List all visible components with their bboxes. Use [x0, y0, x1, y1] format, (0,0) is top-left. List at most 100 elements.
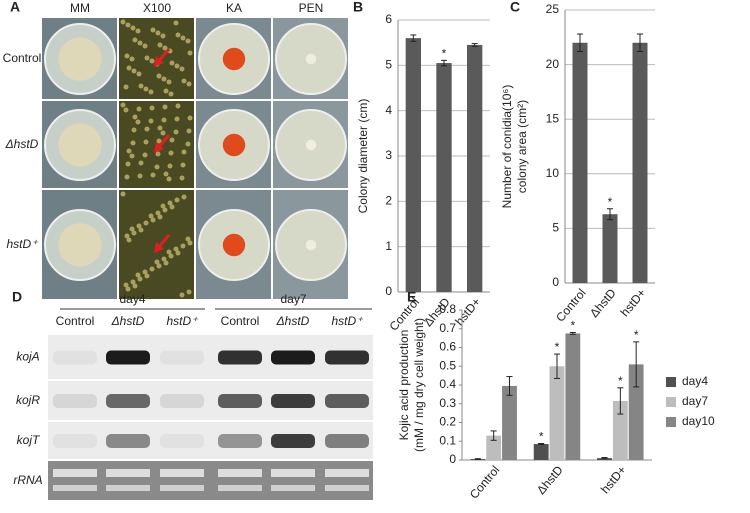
photo-detail: [149, 266, 155, 272]
y-tick-label: 0.4: [439, 377, 456, 391]
colony: [305, 139, 317, 151]
bar: [632, 42, 648, 284]
photo-detail: [181, 149, 187, 155]
x-tick-label: hstD+: [618, 286, 649, 319]
photo-detail: [162, 104, 168, 110]
photo-detail: [166, 79, 172, 85]
legend-swatch: [666, 377, 676, 387]
photo-detail: [129, 226, 135, 232]
bar: [602, 214, 618, 283]
photo-detail: [143, 220, 149, 226]
arrow-head: [154, 56, 164, 67]
y-tick-label: 10: [546, 166, 560, 180]
photo-detail: [132, 37, 138, 43]
photo-detail: [175, 103, 181, 109]
photo-detail: [168, 91, 174, 97]
panel-letter: C: [510, 0, 520, 15]
legend-swatch: [666, 397, 676, 407]
photo-detail: [157, 42, 163, 48]
photo-detail: [126, 148, 132, 154]
row-label: kojT: [17, 433, 41, 447]
photo-detail: [142, 269, 148, 275]
band: [160, 434, 204, 448]
photo-detail: [173, 129, 179, 135]
y-tick-label: 0.2: [439, 415, 456, 429]
photo-detail: [130, 25, 136, 31]
photo-detail: [144, 55, 150, 61]
blot: [48, 422, 373, 459]
y-tick-label: 5: [552, 221, 559, 235]
colony: [222, 47, 246, 71]
photo-detail: [156, 263, 162, 269]
column-header: MM: [70, 1, 90, 15]
colony: [222, 233, 246, 257]
photo-detail: [137, 276, 143, 282]
photo-detail: [123, 282, 129, 288]
y-tick-label: 4: [385, 103, 392, 117]
significance-star: *: [539, 430, 544, 444]
row-label: kojR: [16, 393, 40, 407]
photo-detail: [123, 107, 129, 113]
photo-detail: [123, 84, 129, 90]
photo-detail: [124, 233, 130, 239]
y-axis-label: Kojic acid production: [397, 330, 411, 441]
photo-detail: [120, 191, 126, 197]
y-axis-label: Number of conidia(10⁶): [500, 85, 514, 209]
band: [53, 394, 97, 408]
photo-detail: [186, 81, 192, 87]
x-tick-label: Control: [467, 463, 503, 502]
photo-detail: [124, 53, 130, 59]
row-label: kojA: [16, 350, 39, 364]
photo-detail: [181, 78, 187, 84]
y-tick-label: 5: [385, 58, 392, 72]
legend-label: day10: [682, 414, 715, 428]
band: [53, 485, 97, 491]
photo-detail: [125, 286, 131, 292]
photo-detail: [143, 86, 149, 92]
photo-detail: [173, 20, 179, 26]
photo-detail: [129, 56, 135, 62]
photo-detail: [186, 128, 192, 134]
photo-detail: [179, 175, 185, 181]
y-tick-label: 0.8: [439, 302, 456, 316]
band: [106, 469, 150, 477]
photo-detail: [136, 71, 142, 77]
photo-detail: [126, 65, 132, 71]
photo-detail: [154, 259, 160, 265]
column-header: PEN: [299, 1, 324, 15]
bar: [486, 435, 502, 460]
photo-detail: [125, 161, 131, 167]
bar: [533, 444, 549, 460]
panel-letter: A: [10, 0, 20, 15]
photo-detail: [187, 240, 193, 246]
row-label: ΔhstD: [5, 137, 39, 151]
photo-detail: [148, 213, 154, 219]
band: [106, 485, 150, 491]
significance-star: *: [442, 47, 447, 61]
y-tick-label: 1: [385, 239, 392, 253]
photo-detail: [148, 89, 154, 95]
photo-detail: [148, 118, 154, 124]
y-tick-label: 0: [385, 284, 392, 298]
significance-star: *: [570, 319, 575, 333]
band: [160, 485, 204, 491]
photo-detail: [126, 237, 132, 243]
photo-detail: [187, 115, 193, 121]
photo-detail: [163, 171, 169, 177]
band: [218, 394, 262, 408]
photo-detail: [181, 194, 187, 200]
y-tick-label: 3: [385, 148, 392, 162]
photo-detail: [162, 45, 168, 51]
lane-label: Control: [56, 314, 95, 328]
y-tick-label: 15: [546, 111, 560, 125]
x-tick-label: ΔhstD: [534, 463, 566, 497]
lane-label: ΔhstD: [111, 314, 145, 328]
column-header: X100: [143, 1, 171, 15]
photo-detail: [175, 32, 181, 38]
band: [53, 469, 97, 477]
y-tick-label: 2: [385, 194, 392, 208]
colony: [58, 123, 102, 167]
significance-star: *: [608, 195, 613, 209]
photo-detail: [135, 272, 141, 278]
